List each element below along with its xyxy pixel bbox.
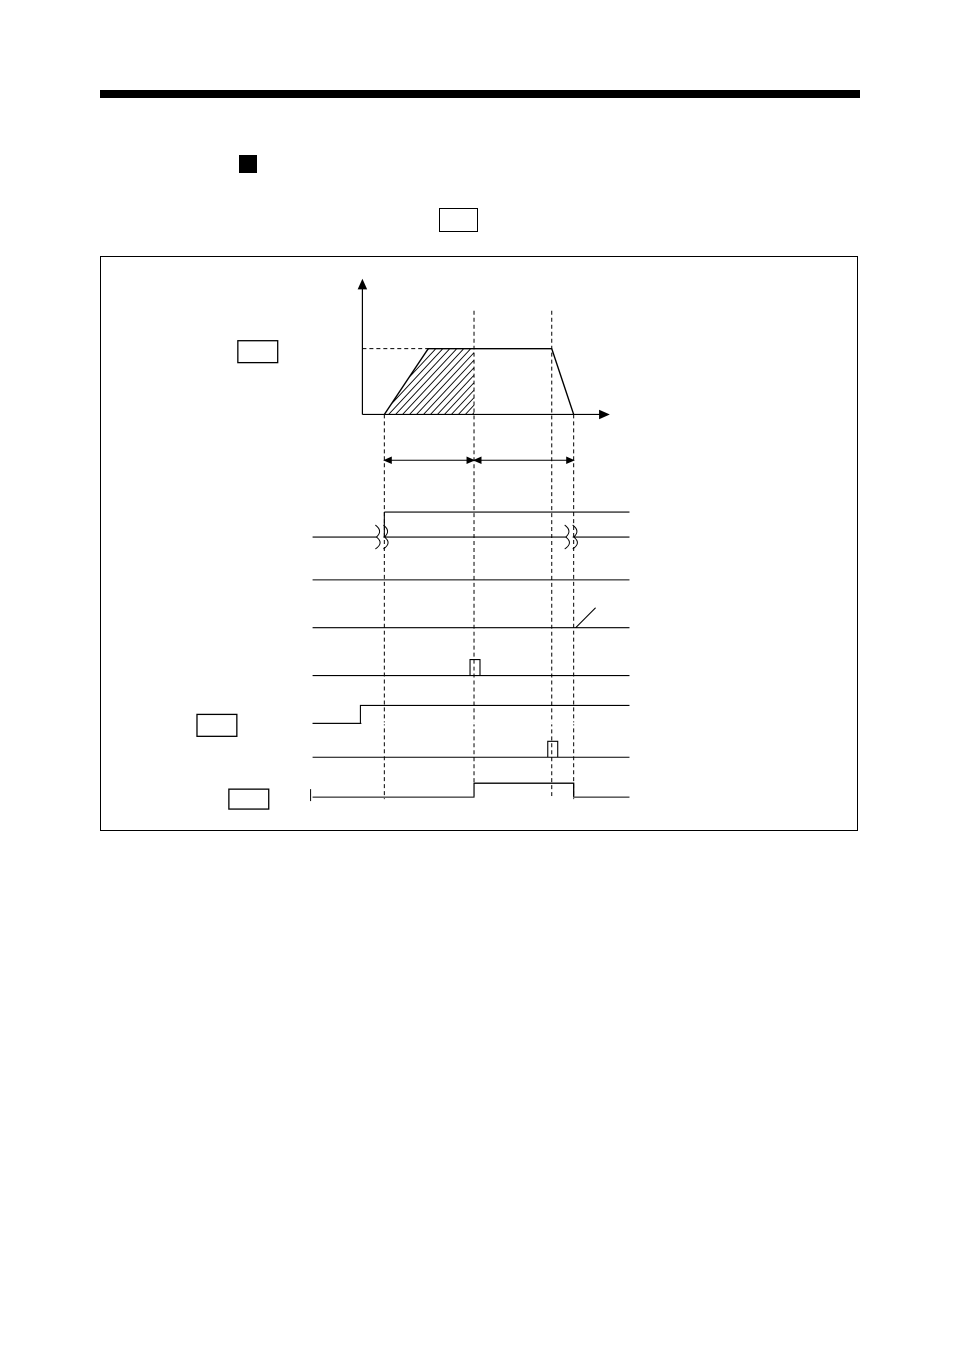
diagram-frame (100, 256, 858, 831)
small-box-top (439, 208, 478, 232)
page (0, 0, 954, 1351)
section-bullet (239, 155, 257, 173)
timing-diagram-svg (101, 257, 857, 830)
top-rule (100, 90, 860, 98)
